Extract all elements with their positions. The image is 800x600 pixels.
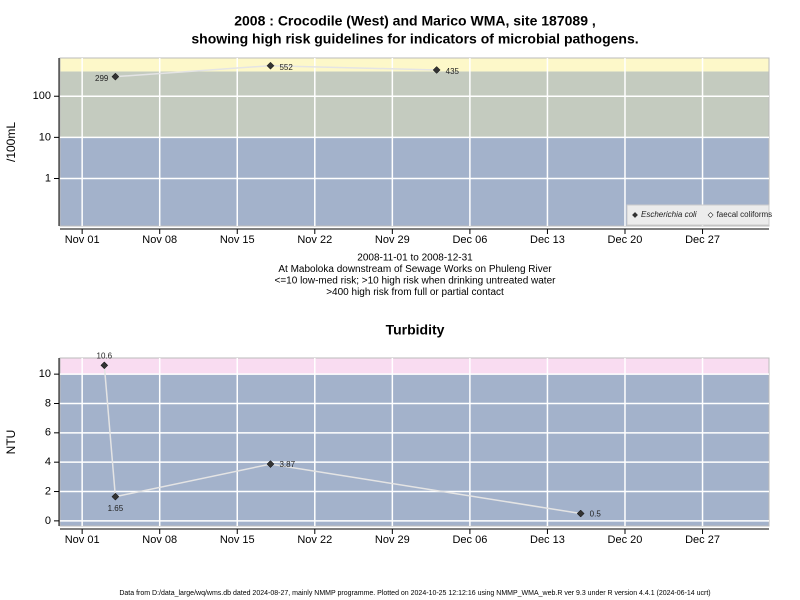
y-tick-label: 4 [45, 456, 51, 468]
data-label: 3.87 [279, 460, 295, 469]
legend-symbol [632, 212, 638, 218]
data-label: 0.5 [590, 510, 602, 519]
risk-band [60, 374, 769, 526]
data-point [266, 61, 275, 70]
x-tick-label: Nov 22 [297, 234, 332, 246]
x-tick-label: Dec 27 [685, 234, 720, 246]
x-tick-label: Nov 22 [297, 534, 332, 546]
data-label: 10.6 [97, 351, 113, 360]
data-point [111, 72, 120, 81]
x-tick-label: Nov 29 [375, 534, 410, 546]
y-tick-label: 8 [45, 397, 51, 409]
data-point [576, 509, 585, 518]
chart-title: Turbidity [386, 322, 445, 338]
x-tick-label: Dec 13 [530, 234, 565, 246]
note: 2008-11-01 to 2008-12-31 [357, 253, 473, 264]
data-label: 299 [95, 74, 109, 83]
x-tick-label: Nov 01 [65, 234, 100, 246]
x-tick-label: Dec 13 [530, 534, 565, 546]
data-point [100, 361, 109, 370]
x-tick-label: Nov 08 [142, 534, 177, 546]
x-tick-label: Dec 06 [452, 234, 487, 246]
legend-label: faecal coliforms [717, 210, 773, 219]
series-line [103, 365, 581, 515]
chart-title: showing high risk guidelines for indicat… [191, 31, 638, 47]
y-tick-label: 6 [45, 427, 51, 439]
x-tick-label: Nov 15 [220, 534, 255, 546]
y-tick-label: 10 [39, 131, 51, 143]
data-point [111, 492, 120, 501]
chart-title: 2008 : Crocodile (West) and Marico WMA, … [234, 13, 596, 29]
x-tick-label: Dec 20 [608, 534, 643, 546]
x-tick-label: Nov 15 [220, 234, 255, 246]
legend-box [626, 204, 770, 226]
legend-symbol [707, 212, 714, 218]
x-tick-label: Nov 29 [375, 234, 410, 246]
note: <=10 low-med risk; >10 high risk when dr… [275, 276, 557, 287]
risk-band [60, 358, 769, 375]
y-tick-label: 2 [45, 485, 51, 497]
note: At Maboloka downstream of Sewage Works o… [278, 264, 552, 275]
y-tick-label: 0 [45, 515, 51, 527]
plot-frame [59, 357, 770, 527]
data-label: 552 [279, 63, 293, 72]
x-tick-label: Dec 20 [608, 234, 643, 246]
legend-label: Escherichia coli [641, 210, 697, 219]
note: >400 high risk from full or partial cont… [326, 287, 504, 298]
plot-frame [59, 57, 770, 227]
data-point [266, 460, 275, 468]
data-label: 1.65 [108, 504, 124, 513]
footer: Data from D:/data_large/wq/wms.db dated … [119, 590, 710, 597]
y-axis-label: /100mL [4, 122, 18, 162]
x-tick-label: Dec 27 [685, 534, 720, 546]
y-tick-label: 100 [33, 90, 51, 102]
y-tick-label: 10 [39, 368, 51, 380]
y-tick-label: 1 [45, 172, 51, 184]
x-tick-label: Nov 01 [65, 534, 100, 546]
x-tick-label: Nov 08 [142, 234, 177, 246]
risk-band [60, 71, 769, 138]
data-point [432, 66, 441, 74]
y-axis-label: NTU [4, 430, 18, 455]
x-tick-label: Dec 06 [452, 534, 487, 546]
data-label: 435 [446, 67, 460, 76]
